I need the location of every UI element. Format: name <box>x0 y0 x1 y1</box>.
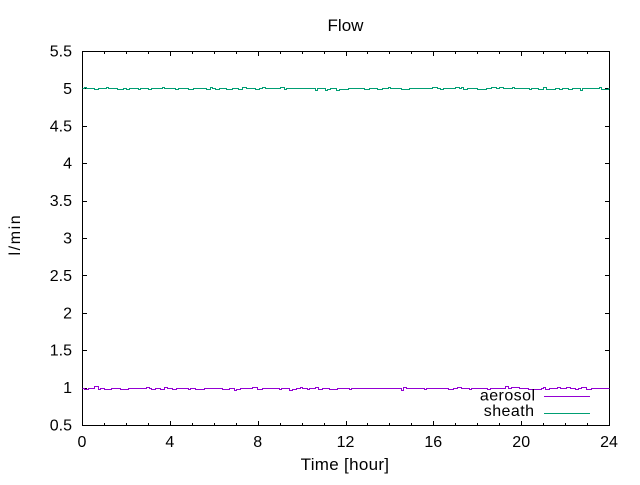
svg-text:l/min: l/min <box>7 214 24 256</box>
svg-text:24: 24 <box>600 434 618 451</box>
svg-text:2.5: 2.5 <box>50 268 72 285</box>
svg-text:3: 3 <box>63 231 72 248</box>
svg-text:1.5: 1.5 <box>50 343 72 360</box>
svg-text:1: 1 <box>63 380 72 397</box>
svg-text:sheath: sheath <box>484 403 535 420</box>
svg-text:4.5: 4.5 <box>50 118 72 135</box>
svg-text:12: 12 <box>337 434 355 451</box>
svg-text:20: 20 <box>512 434 530 451</box>
svg-text:0: 0 <box>78 434 87 451</box>
svg-text:4: 4 <box>165 434 174 451</box>
svg-text:5.5: 5.5 <box>50 44 72 61</box>
svg-text:0.5: 0.5 <box>50 418 72 435</box>
svg-text:8: 8 <box>253 434 262 451</box>
svg-text:Time [hour]: Time [hour] <box>301 455 390 474</box>
svg-text:2: 2 <box>63 305 72 322</box>
svg-text:Flow: Flow <box>328 16 365 35</box>
svg-text:5: 5 <box>63 81 72 98</box>
svg-text:aerosol: aerosol <box>480 388 536 405</box>
svg-text:3.5: 3.5 <box>50 193 72 210</box>
svg-text:16: 16 <box>424 434 442 451</box>
svg-text:4: 4 <box>63 156 72 173</box>
